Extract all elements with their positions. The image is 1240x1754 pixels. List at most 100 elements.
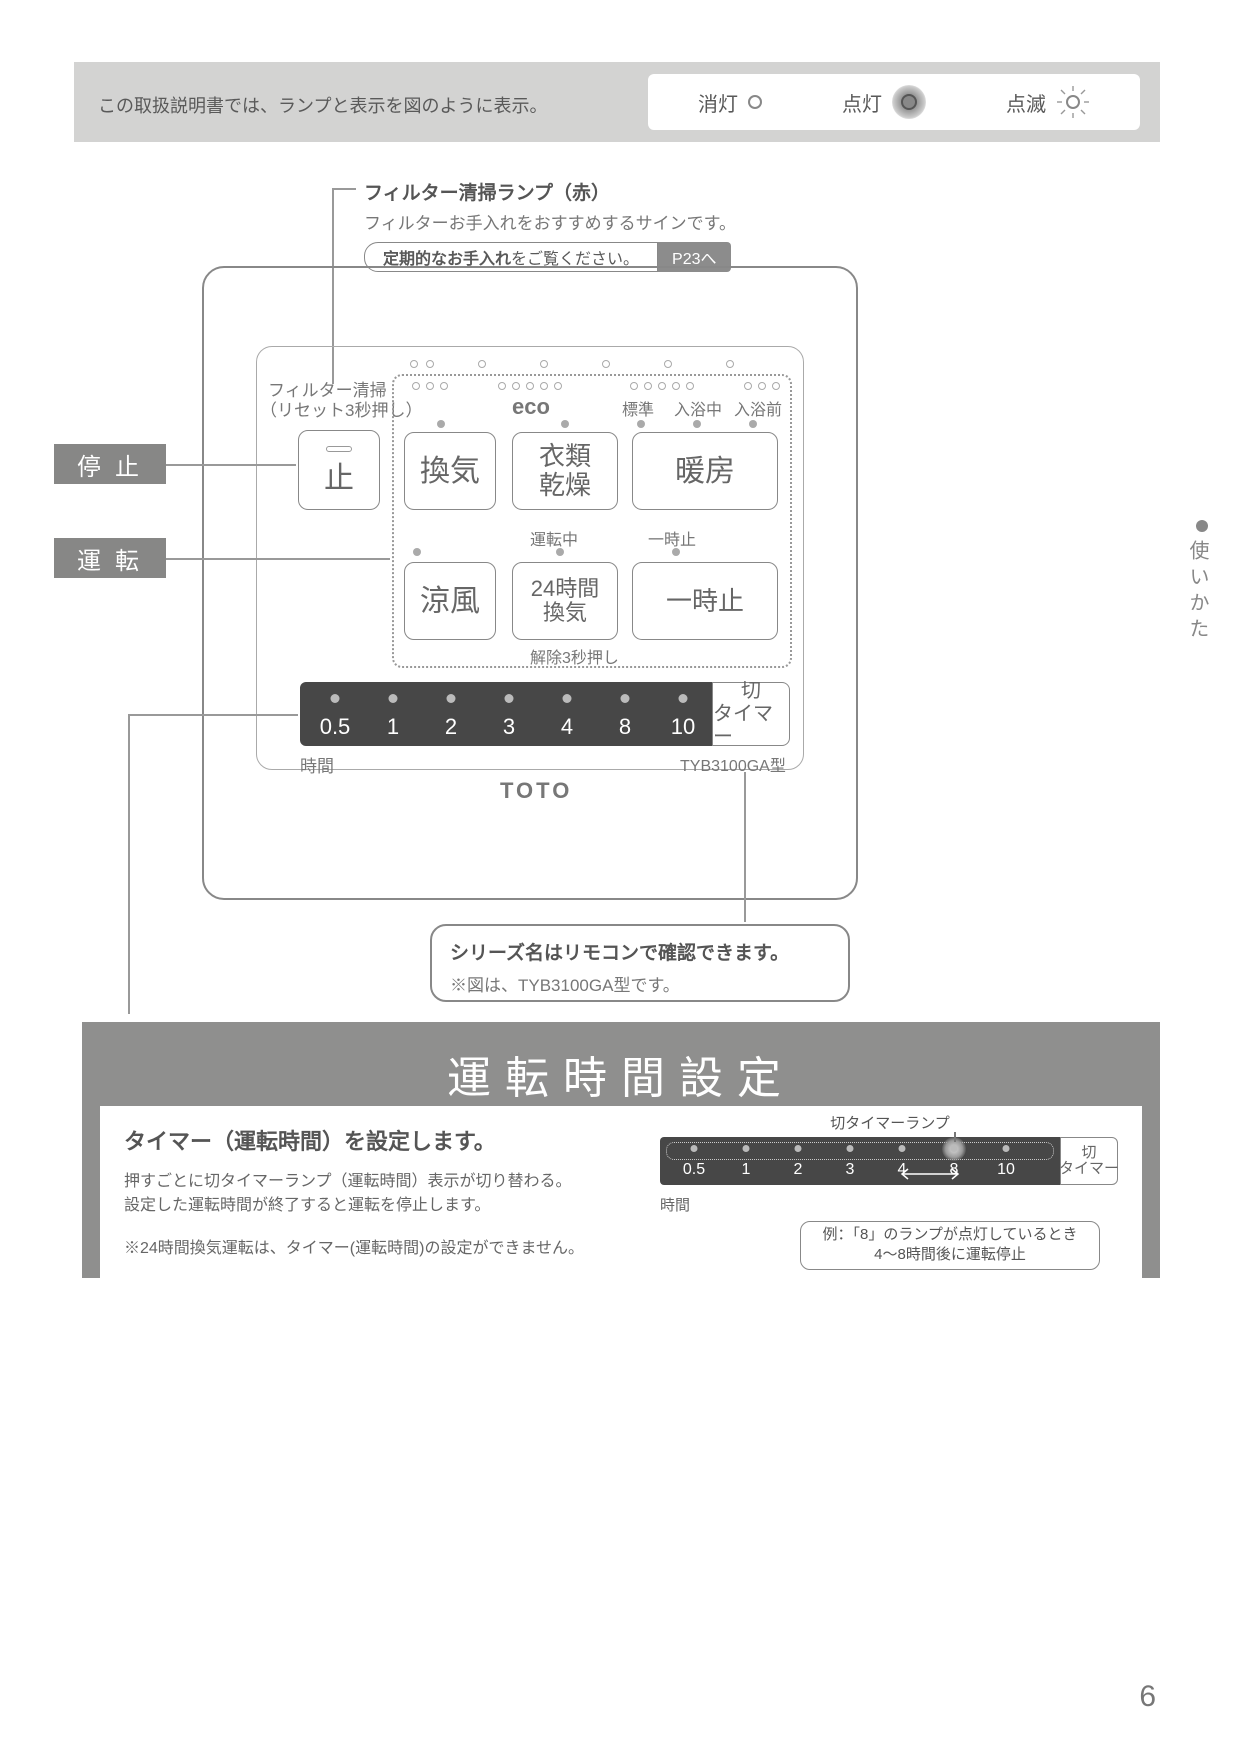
brand-label: TOTO bbox=[500, 778, 572, 804]
legend-off-label: 消灯 bbox=[698, 88, 738, 117]
timer-value: 2 bbox=[445, 714, 457, 740]
run-side-text: 運転 bbox=[77, 541, 153, 576]
vent24-label-1: 24時間 bbox=[531, 577, 599, 601]
filter-callout-title: フィルター清掃ランプ（赤） bbox=[364, 178, 736, 205]
mini-timer-led bbox=[743, 1145, 750, 1152]
vent24-button[interactable]: 24時間 換気 bbox=[512, 562, 618, 640]
stop-side-text: 停止 bbox=[77, 447, 153, 482]
series-note-l1: シリーズ名はリモコンで確認できます。 bbox=[450, 938, 830, 965]
pause-button[interactable]: 一時止 bbox=[632, 562, 778, 640]
timer-led bbox=[679, 694, 688, 703]
timer-bar: 0.51234810 bbox=[300, 682, 712, 746]
legend-on-label: 点灯 bbox=[842, 88, 882, 117]
page-number: 6 bbox=[1139, 1680, 1156, 1714]
mini-caption: 切タイマーランプ bbox=[660, 1112, 1120, 1133]
timer-led bbox=[389, 694, 398, 703]
mini-timer-value: 8 bbox=[950, 1161, 959, 1179]
mini-off-l1: 切 bbox=[1081, 1145, 1096, 1162]
top-indicator bbox=[426, 360, 434, 368]
mini-timer-led bbox=[847, 1145, 854, 1152]
release-label: 解除3秒押し bbox=[530, 644, 619, 668]
legend-right: 消灯 点灯 点滅 bbox=[648, 74, 1140, 130]
top-indicator bbox=[410, 360, 418, 368]
lamp-blink-icon bbox=[1056, 85, 1090, 119]
stop-button-label: 止 bbox=[324, 462, 354, 495]
mini-timer-value: 1 bbox=[742, 1161, 751, 1179]
legend-off: 消灯 bbox=[698, 88, 762, 117]
timer-led bbox=[621, 694, 630, 703]
lamp-off-icon bbox=[748, 95, 762, 109]
mini-time-label: 時間 bbox=[660, 1194, 1120, 1215]
section-note: ※24時間換気運転は、タイマー(運転時間)の設定ができません。 bbox=[124, 1234, 644, 1258]
timer-value: 10 bbox=[671, 714, 695, 740]
section-p2: 設定した運転時間が終了すると運転を停止します。 bbox=[124, 1194, 644, 1218]
mini-off-l2: タイマー bbox=[1059, 1161, 1119, 1178]
series-note-box: シリーズ名はリモコンで確認できます。 ※図は、TYB3100GA型です。 bbox=[430, 924, 850, 1002]
mini-timer-led bbox=[951, 1145, 958, 1152]
legend-on: 点灯 bbox=[842, 85, 926, 119]
side-tab: 使いかた bbox=[1183, 540, 1212, 644]
off-timer-l2: タイマー bbox=[713, 703, 789, 749]
section-heading: タイマー（運転時間）を設定します。 bbox=[124, 1124, 644, 1156]
timer-lead-h bbox=[128, 714, 298, 716]
legend-blink: 点滅 bbox=[1006, 85, 1090, 119]
timer-led bbox=[563, 694, 572, 703]
tactile-bump bbox=[326, 446, 352, 452]
dry-button-label-1: 衣類 bbox=[539, 442, 591, 471]
top-indicator bbox=[478, 360, 486, 368]
section-body: タイマー（運転時間）を設定します。 押すごとに切タイマーランプ（運転時間）表示が… bbox=[100, 1106, 1142, 1278]
filter-callout: フィルター清掃ランプ（赤） フィルターお手入れをおすすめするサインです。 定期的… bbox=[364, 178, 736, 272]
series-note-l2: ※図は、TYB3100GA型です。 bbox=[450, 971, 830, 996]
heat-button-label: 暖房 bbox=[675, 455, 735, 488]
timer-lead-down bbox=[128, 714, 130, 1014]
section-title: 運転時間設定 bbox=[82, 1022, 1160, 1106]
timer-value: 8 bbox=[619, 714, 631, 740]
callout-line-filter-h bbox=[332, 188, 356, 190]
pause-button-label: 一時止 bbox=[666, 587, 744, 616]
timer-led bbox=[447, 694, 456, 703]
top-indicator bbox=[602, 360, 610, 368]
filter-callout-desc: フィルターお手入れをおすすめするサインです。 bbox=[364, 209, 736, 234]
mini-timer-led bbox=[795, 1145, 802, 1152]
mini-timer-led bbox=[1003, 1145, 1010, 1152]
mini-caption-lead bbox=[954, 1132, 956, 1142]
vent-button[interactable]: 換気 bbox=[404, 432, 496, 510]
section-right: 切タイマーランプ 0.51234810 切 タイマー 時間 例：「8」の bbox=[660, 1112, 1120, 1270]
timer-value: 1 bbox=[387, 714, 399, 740]
mini-timer-bar: 0.51234810 bbox=[660, 1137, 1060, 1185]
vent24-label-2: 換気 bbox=[543, 601, 587, 625]
mini-timer-value: 10 bbox=[997, 1161, 1015, 1179]
dry-button-label-2: 乾燥 bbox=[539, 471, 591, 500]
legend-blink-label: 点滅 bbox=[1006, 88, 1046, 117]
mini-timer-value: 0.5 bbox=[683, 1161, 705, 1179]
heat-button[interactable]: 暖房 bbox=[632, 432, 778, 510]
side-tab-dot bbox=[1196, 520, 1208, 532]
time-unit-label: 時間 bbox=[300, 752, 334, 777]
vent-button-label: 換気 bbox=[420, 455, 480, 488]
top-indicator bbox=[664, 360, 672, 368]
mini-off-timer-button[interactable]: 切 タイマー bbox=[1060, 1137, 1118, 1185]
mini-timer-led bbox=[691, 1145, 698, 1152]
model-label: TYB3100GA型 bbox=[680, 752, 786, 776]
section-left: タイマー（運転時間）を設定します。 押すごとに切タイマーランプ（運転時間）表示が… bbox=[124, 1124, 644, 1258]
cool-button[interactable]: 涼風 bbox=[404, 562, 496, 640]
section-p1: 押すごとに切タイマーランプ（運転時間）表示が切り替わる。 bbox=[124, 1170, 644, 1194]
off-timer-l1: 切 bbox=[741, 680, 761, 703]
mini-timer-led bbox=[899, 1145, 906, 1152]
dry-button[interactable]: 衣類 乾燥 bbox=[512, 432, 618, 510]
example-l1: 例：「8」のランプが点灯しているとき bbox=[813, 1225, 1087, 1245]
mini-timer-value: 3 bbox=[846, 1161, 855, 1179]
example-l2: 4〜8時間後に運転停止 bbox=[813, 1245, 1087, 1265]
series-lead bbox=[744, 772, 746, 922]
stop-side-label: 停止 bbox=[54, 444, 166, 484]
timer-value: 0.5 bbox=[320, 714, 351, 740]
mini-timer-value: 4 bbox=[898, 1161, 907, 1179]
run-lead-line bbox=[166, 558, 390, 560]
mini-dotted-box bbox=[666, 1142, 1054, 1160]
operation-time-section: 運転時間設定 タイマー（運転時間）を設定します。 押すごとに切タイマーランプ（運… bbox=[82, 1022, 1160, 1278]
run-side-label: 運転 bbox=[54, 538, 166, 578]
legend-box: この取扱説明書では、ランプと表示を図のように表示。 消灯 点灯 点滅 bbox=[74, 62, 1160, 142]
stop-button[interactable]: 止 bbox=[298, 430, 380, 510]
legend-text: この取扱説明書では、ランプと表示を図のように表示。 bbox=[98, 92, 547, 118]
off-timer-button[interactable]: 切 タイマー bbox=[712, 682, 790, 746]
